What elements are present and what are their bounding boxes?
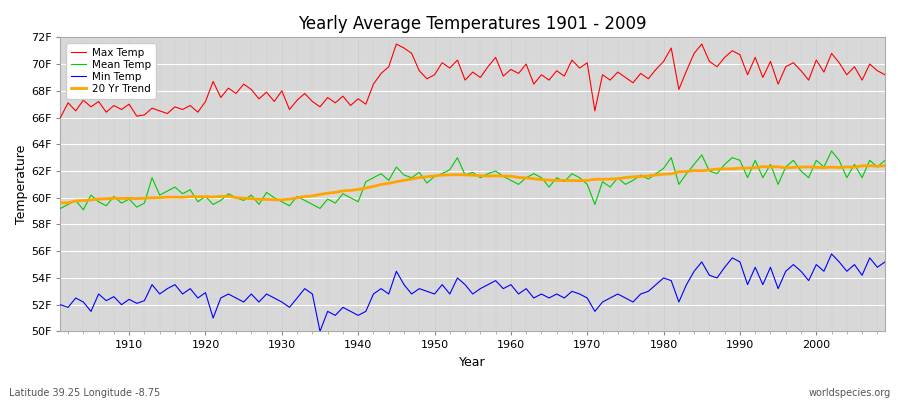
Text: worldspecies.org: worldspecies.org <box>809 388 891 398</box>
Min Temp <box>879 260 890 264</box>
Mean Temp <box>123 197 134 202</box>
20 Yr Trend <box>605 177 616 182</box>
20 Yr Trend <box>292 196 302 200</box>
Max Temp <box>605 78 616 82</box>
Mean Temp <box>292 194 302 199</box>
Max Temp <box>506 67 517 72</box>
Min Temp <box>506 282 517 287</box>
20 Yr Trend <box>338 188 348 193</box>
Line: 20 Yr Trend: 20 Yr Trend <box>60 166 885 203</box>
Text: Latitude 39.25 Longitude -8.75: Latitude 39.25 Longitude -8.75 <box>9 388 160 398</box>
Legend: Max Temp, Mean Temp, Min Temp, 20 Yr Trend: Max Temp, Mean Temp, Min Temp, 20 Yr Tre… <box>66 42 156 99</box>
Max Temp <box>284 107 295 112</box>
20 Yr Trend <box>864 163 875 168</box>
Max Temp <box>116 107 127 112</box>
Min Temp <box>826 252 837 256</box>
Mean Temp <box>506 178 517 183</box>
Mean Temp <box>605 185 616 190</box>
Min Temp <box>315 329 326 334</box>
Min Temp <box>284 305 295 310</box>
Line: Max Temp: Max Temp <box>60 44 885 118</box>
Mean Temp <box>879 158 890 163</box>
Max Temp <box>513 71 524 76</box>
Max Temp <box>55 115 66 120</box>
20 Yr Trend <box>63 200 74 205</box>
X-axis label: Year: Year <box>459 356 486 369</box>
Mean Temp <box>338 191 348 196</box>
Y-axis label: Temperature: Temperature <box>15 145 28 224</box>
Min Temp <box>338 305 348 310</box>
Title: Yearly Average Temperatures 1901 - 2009: Yearly Average Temperatures 1901 - 2009 <box>299 15 647 33</box>
Min Temp <box>513 292 524 296</box>
Line: Mean Temp: Mean Temp <box>60 151 885 210</box>
20 Yr Trend <box>123 196 134 201</box>
Mean Temp <box>78 207 89 212</box>
Min Temp <box>116 302 127 307</box>
Min Temp <box>55 302 66 307</box>
Mean Temp <box>55 206 66 211</box>
20 Yr Trend <box>55 200 66 205</box>
20 Yr Trend <box>513 175 524 180</box>
Max Temp <box>879 72 890 77</box>
20 Yr Trend <box>879 163 890 168</box>
20 Yr Trend <box>506 174 517 178</box>
Mean Temp <box>826 148 837 153</box>
Mean Temp <box>513 182 524 187</box>
Min Temp <box>605 296 616 300</box>
Max Temp <box>330 100 341 105</box>
Max Temp <box>391 42 401 46</box>
Line: Min Temp: Min Temp <box>60 254 885 332</box>
